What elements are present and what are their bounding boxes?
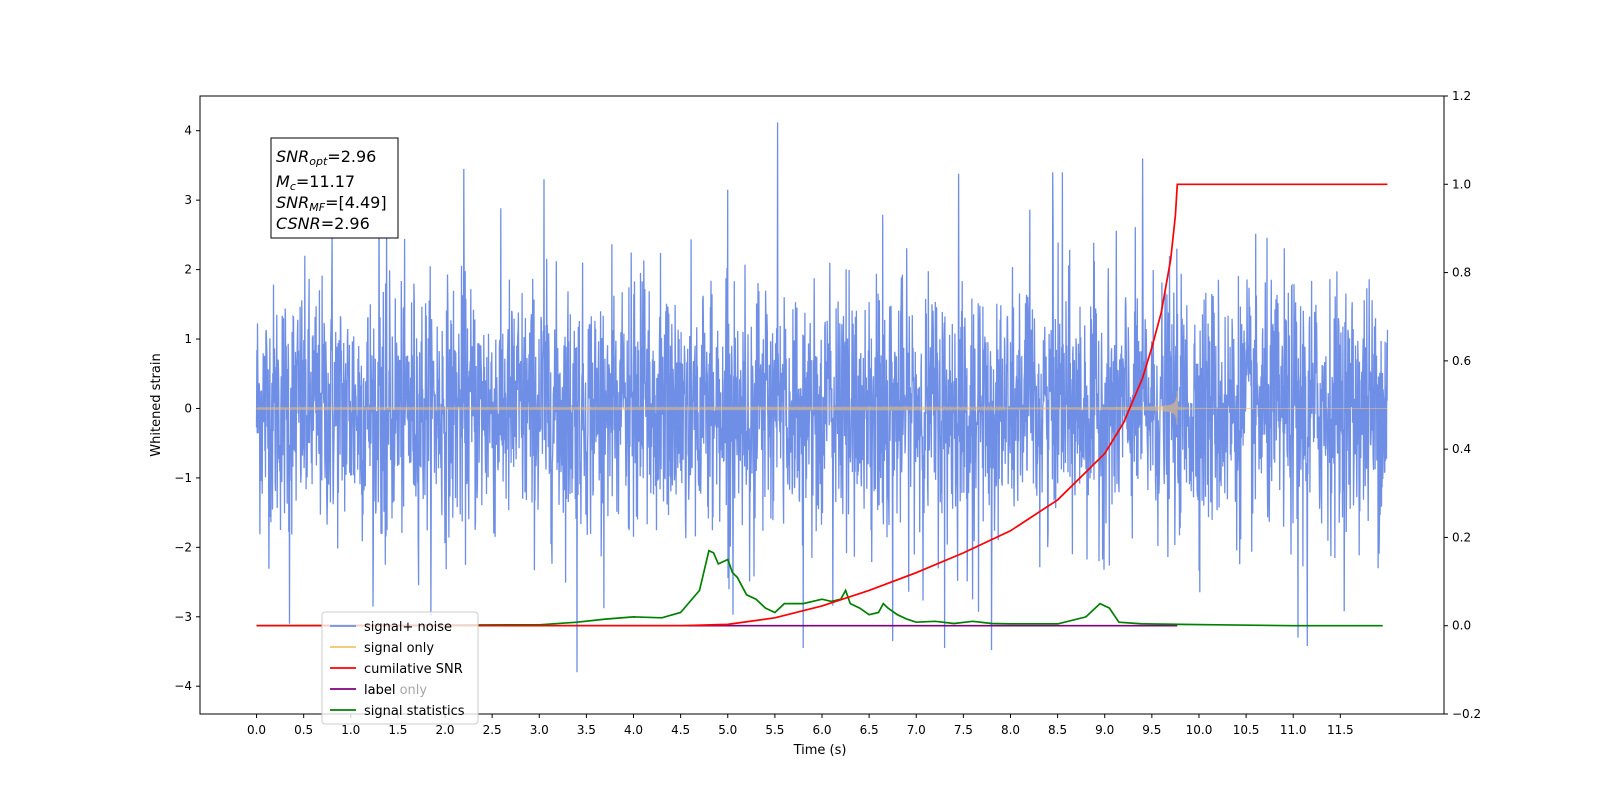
series-layer (255, 122, 1389, 673)
x-tick-label: 11.5 (1327, 723, 1354, 737)
x-tick-label: 5.5 (765, 723, 784, 737)
x-tick-label: 11.0 (1280, 723, 1307, 737)
x-tick-label: 2.5 (483, 723, 502, 737)
x-axis-label: Time (s) (793, 743, 847, 758)
y-tick-label: −2 (174, 540, 192, 554)
y2-tick-label: 1.0 (1452, 177, 1471, 191)
y-tick-label: 0 (184, 401, 192, 415)
x-tick-label: 9.5 (1142, 723, 1161, 737)
x-tick-label: 0.0 (247, 723, 266, 737)
x-tick-label: 6.0 (812, 723, 831, 737)
annotation-mc: Mc=11.17 (276, 172, 355, 193)
y2-tick-label: −0.2 (1452, 707, 1481, 721)
y-tick-label: 3 (184, 193, 192, 207)
y-tick-label: −1 (174, 471, 192, 485)
y2-tick-label: 0.2 (1452, 530, 1471, 544)
y-tick-label: −3 (174, 610, 192, 624)
series-cumulative-snr-line (256, 183, 1388, 627)
x-tick-label: 6.5 (860, 723, 879, 737)
x-tick-label: 4.5 (671, 723, 690, 737)
x-tick-label: 8.5 (1048, 723, 1067, 737)
y2-tick-label: 0.0 (1452, 619, 1471, 633)
y2-tick-label: 0.8 (1452, 266, 1471, 280)
x-tick-label: 1.0 (341, 723, 360, 737)
legend-label-only-text: label only (364, 683, 427, 698)
annotation-csnr: CSNR=2.96 (276, 214, 370, 233)
x-tick-label: 10.0 (1186, 723, 1213, 737)
y2-tick-label: 0.6 (1452, 354, 1471, 368)
x-tick-label: 0.5 (294, 723, 313, 737)
x-tick-label: 5.0 (718, 723, 737, 737)
y-axis-right: 1.2 1.0 0.8 0.6 0.4 0.2 0.0 −0.2 (1444, 89, 1481, 721)
legend-cumulative-snr-text: cumilative SNR (364, 662, 463, 677)
series-signal-only-line (256, 390, 1388, 425)
y-axis-label: Whitened strain (149, 353, 164, 456)
series-group (255, 122, 1389, 673)
stats-annotation-box: SNRopt=2.96 Mc=11.17 SNRMF=[4.49] CSNR=2… (270, 137, 399, 239)
y2-tick-label: 1.2 (1452, 89, 1471, 103)
annotation-snr-mf: SNRMF=[4.49] (276, 193, 387, 214)
series-signal-noise-line (255, 122, 1389, 673)
x-tick-label: 3.0 (530, 723, 549, 737)
x-tick-label: 9.0 (1095, 723, 1114, 737)
x-tick-label: 3.5 (577, 723, 596, 737)
x-tick-label: 2.0 (435, 723, 454, 737)
x-tick-label: 1.5 (388, 723, 407, 737)
y-axis-left: 4 3 2 1 0 −1 −2 −3 −4 (174, 124, 200, 693)
legend-label-text: label (364, 683, 395, 698)
x-tick-label: 10.5 (1233, 723, 1260, 737)
x-axis: 0.0 0.5 1.0 1.5 2.0 2.5 3.0 3.5 4.0 4.5 5.0 5.5 6.0 6… (247, 714, 1354, 737)
y-tick-label: 2 (184, 263, 192, 277)
annotation-snr-opt: SNRopt=2.96 (276, 147, 376, 168)
x-tick-label: 8.0 (1001, 723, 1020, 737)
legend: signal+ noise signal only cumilative SNR la… (321, 611, 479, 725)
y2-tick-label: 0.4 (1452, 442, 1471, 456)
x-tick-label: 7.5 (954, 723, 973, 737)
y-tick-label: 4 (184, 124, 192, 138)
legend-signal-statistics-text: signal statistics (364, 704, 465, 719)
x-tick-label: 7.0 (907, 723, 926, 737)
y-tick-label: 1 (184, 332, 192, 346)
legend-signal-only-text: signal only (364, 641, 434, 656)
y-tick-label: −4 (174, 679, 192, 693)
legend-box (321, 611, 479, 725)
legend-signal-noise-text: signal+ noise (364, 620, 452, 635)
x-tick-label: 4.0 (624, 723, 643, 737)
